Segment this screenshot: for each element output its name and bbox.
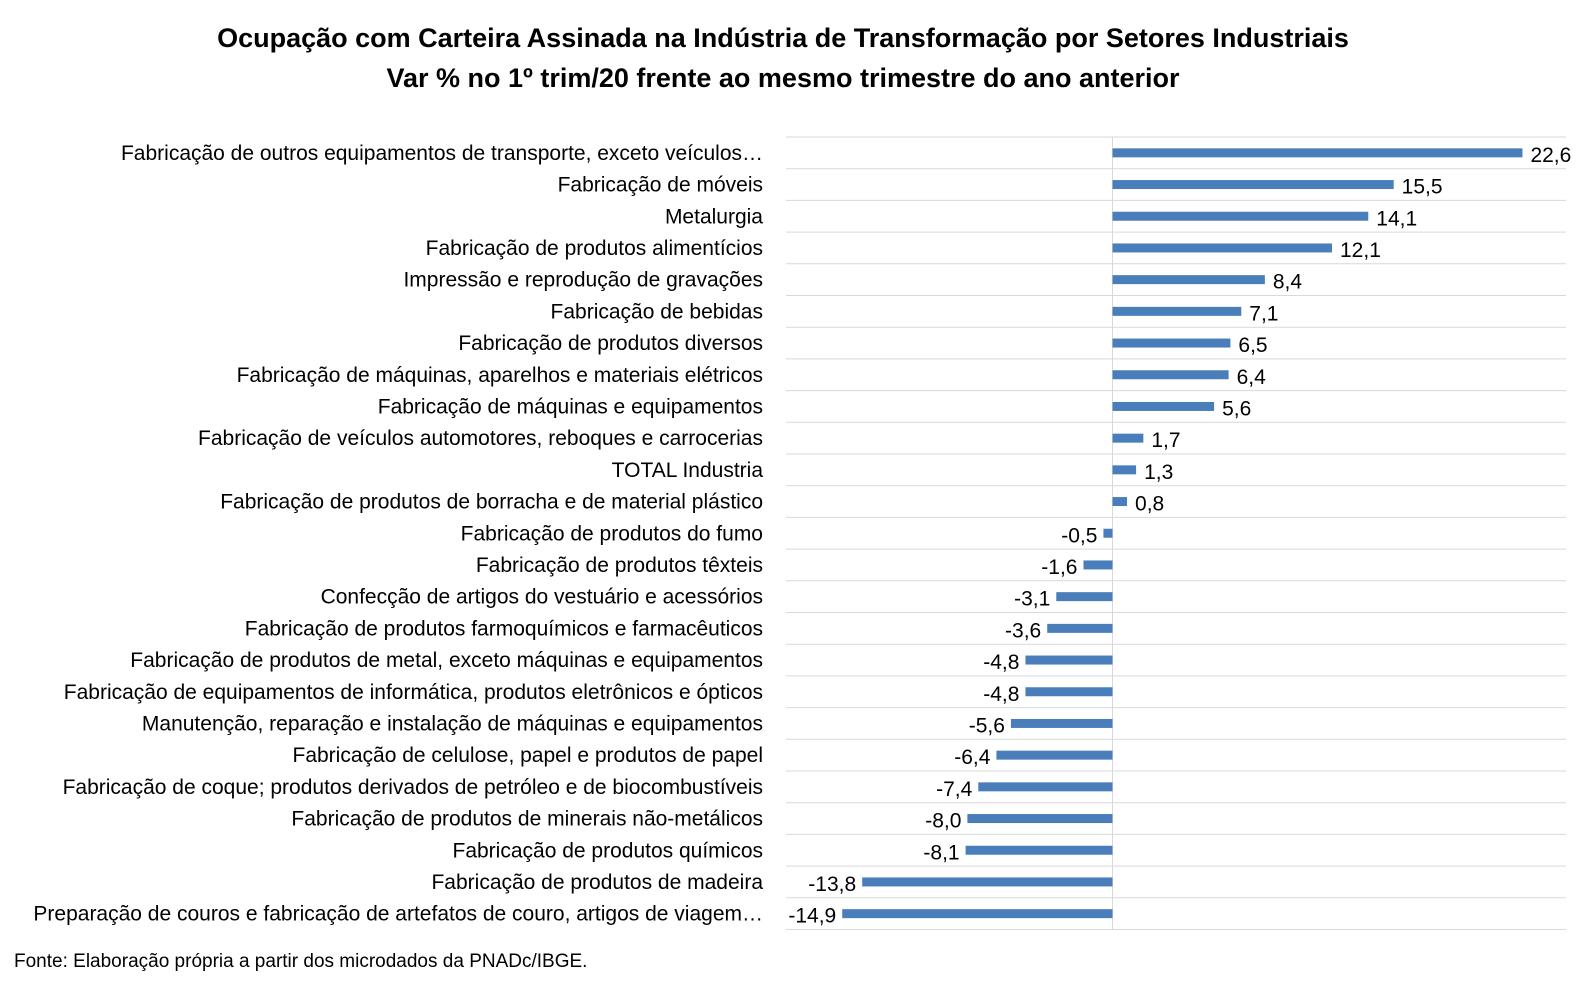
category-label: Fabricação de outros equipamentos de tra… bbox=[121, 142, 763, 165]
bar bbox=[978, 782, 1112, 791]
value-label: -3,6 bbox=[1005, 619, 1041, 642]
bar bbox=[1113, 212, 1369, 221]
bar bbox=[1047, 624, 1112, 633]
value-label: -8,0 bbox=[925, 810, 961, 833]
category-label: Fabricação de máquinas e equipamentos bbox=[378, 395, 763, 418]
category-label: Fabricação de produtos têxteis bbox=[476, 554, 763, 577]
value-label: -4,8 bbox=[983, 683, 1019, 706]
value-label: 5,6 bbox=[1222, 397, 1251, 420]
category-label: Fabricação de móveis bbox=[558, 174, 763, 197]
value-label: 12,1 bbox=[1340, 239, 1381, 262]
category-label: Fabricação de produtos de minerais não-m… bbox=[291, 808, 763, 831]
bar bbox=[1113, 148, 1523, 157]
category-label: Fabricação de veículos automotores, rebo… bbox=[198, 427, 763, 450]
bar bbox=[1056, 592, 1112, 601]
value-label: -13,8 bbox=[808, 873, 856, 896]
value-label: 22,6 bbox=[1530, 144, 1571, 167]
value-label: 0,8 bbox=[1135, 493, 1164, 516]
value-label: -6,4 bbox=[954, 746, 991, 769]
bar bbox=[966, 846, 1113, 855]
value-label: 14,1 bbox=[1376, 207, 1417, 230]
bar bbox=[1113, 434, 1144, 443]
bar-chart: Fabricação de outros equipamentos de tra… bbox=[0, 0, 1584, 940]
category-label: Fabricação de produtos de metal, exceto … bbox=[130, 649, 763, 672]
category-label: Fabricação de bebidas bbox=[551, 300, 763, 323]
bar bbox=[1113, 497, 1128, 506]
value-label: -7,4 bbox=[936, 778, 973, 801]
value-label: 1,3 bbox=[1144, 461, 1173, 484]
bar bbox=[842, 909, 1112, 918]
bar bbox=[1083, 560, 1112, 569]
category-label: Preparação de couros e fabricação de art… bbox=[33, 903, 763, 926]
bar bbox=[1113, 370, 1229, 379]
value-label: 8,4 bbox=[1273, 271, 1303, 294]
bar bbox=[1113, 402, 1215, 411]
category-label: Fabricação de produtos do fumo bbox=[461, 522, 763, 545]
value-label: 1,7 bbox=[1151, 429, 1180, 452]
bar bbox=[1025, 687, 1112, 696]
bar bbox=[1113, 180, 1394, 189]
value-label: 15,5 bbox=[1402, 176, 1443, 199]
category-label: Manutenção, reparação e instalação de má… bbox=[142, 712, 763, 735]
category-label: Fabricação de produtos alimentícios bbox=[426, 237, 763, 260]
bar bbox=[967, 814, 1112, 823]
category-label: Fabricação de produtos de madeira bbox=[431, 871, 763, 894]
source-note: Fonte: Elaboração própria a partir dos m… bbox=[14, 951, 587, 973]
category-label: Confecção de artigos do vestuário e aces… bbox=[321, 586, 763, 609]
value-label: -3,1 bbox=[1014, 588, 1050, 611]
bar bbox=[1025, 656, 1112, 665]
value-label: -0,5 bbox=[1061, 524, 1097, 547]
value-label: -14,9 bbox=[788, 905, 836, 928]
category-label: Fabricação de coque; produtos derivados … bbox=[63, 776, 763, 799]
bar bbox=[1113, 243, 1332, 252]
value-label: 7,1 bbox=[1249, 302, 1278, 325]
value-label: -5,6 bbox=[969, 714, 1005, 737]
value-label: 6,4 bbox=[1237, 366, 1267, 389]
bar bbox=[1011, 719, 1113, 728]
value-label: -4,8 bbox=[983, 651, 1019, 674]
value-label: -1,6 bbox=[1041, 556, 1077, 579]
category-label: TOTAL Industria bbox=[612, 459, 764, 482]
category-label: Fabricação de produtos de borracha e de … bbox=[220, 491, 763, 514]
bar bbox=[1113, 465, 1137, 474]
bar bbox=[1103, 529, 1112, 538]
bar bbox=[1113, 307, 1242, 316]
bar bbox=[1113, 275, 1265, 284]
category-label: Fabricação de celulose, papel e produtos… bbox=[293, 744, 764, 767]
value-label: 6,5 bbox=[1238, 334, 1267, 357]
bar bbox=[1113, 339, 1231, 348]
category-label: Metalurgia bbox=[665, 205, 763, 228]
bar bbox=[996, 751, 1112, 760]
category-label: Fabricação de produtos químicos bbox=[453, 839, 764, 862]
value-label: -8,1 bbox=[923, 841, 959, 864]
category-label: Fabricação de equipamentos de informátic… bbox=[64, 681, 763, 704]
category-label: Fabricação de produtos farmoquímicos e f… bbox=[245, 617, 763, 640]
bar bbox=[862, 877, 1112, 886]
category-label: Fabricação de máquinas, aparelhos e mate… bbox=[237, 364, 763, 387]
category-label: Fabricação de produtos diversos bbox=[458, 332, 763, 355]
category-label: Impressão e reprodução de gravações bbox=[403, 269, 763, 292]
